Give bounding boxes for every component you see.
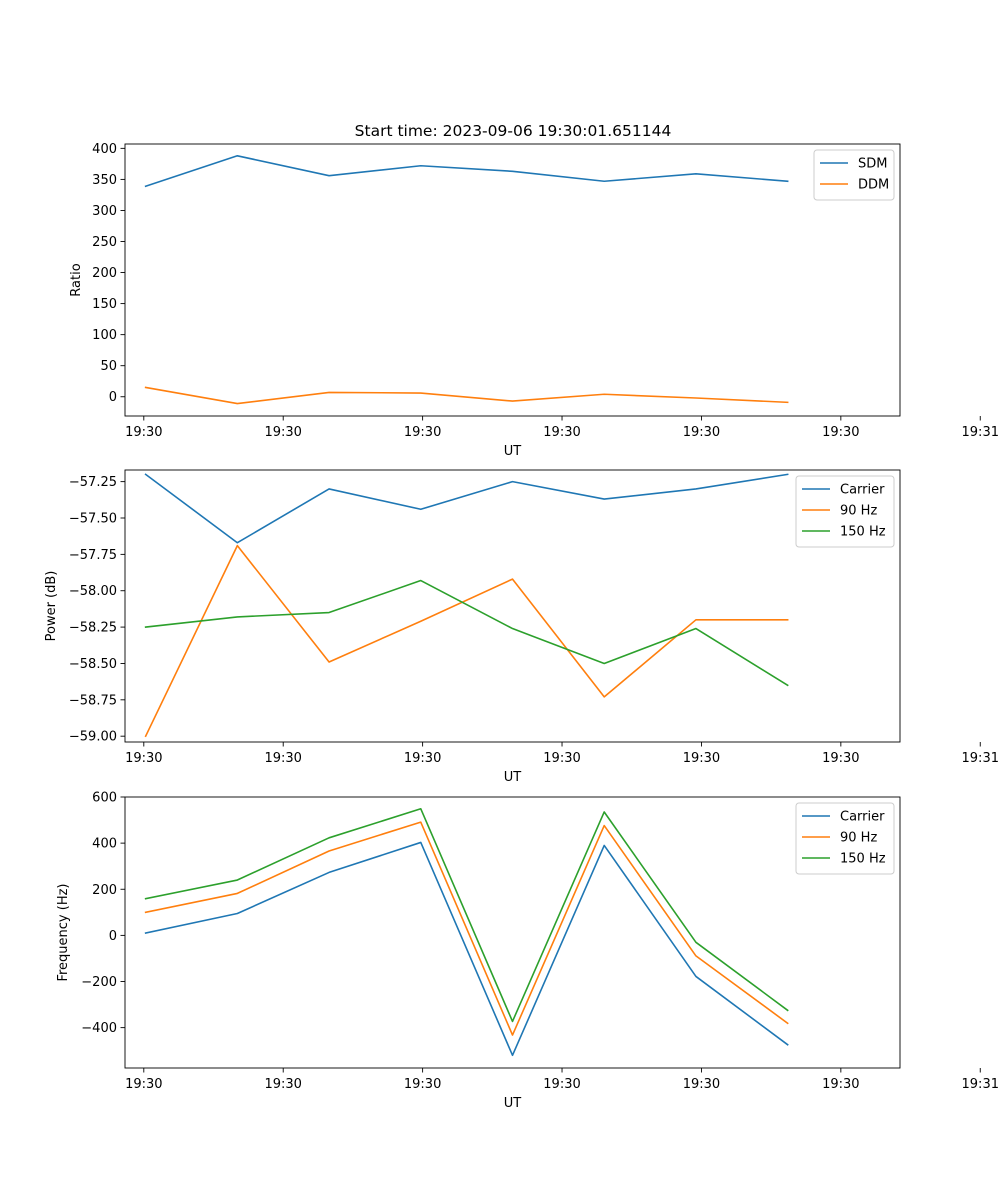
x-tick-label: 19:30	[404, 751, 441, 766]
axes-frame	[124, 796, 901, 1069]
y-tick-label: 50	[100, 359, 117, 374]
y-tick-label: 350	[92, 173, 117, 188]
x-axis-label: UT	[504, 770, 522, 785]
series-line-carrier	[144, 473, 789, 544]
y-tick-label: 250	[92, 235, 117, 250]
x-tick-label: 19:30	[264, 425, 301, 440]
legend-label: Carrier	[840, 483, 885, 498]
x-tick-label: 19:31	[962, 425, 999, 440]
x-tick-label: 19:30	[404, 1077, 441, 1092]
series-line-150-hz	[144, 579, 789, 687]
chart-power: 19:30 19:30 19:30 19:30 19:30 19:30 19:31 −59.0…	[44, 469, 999, 785]
legend: Carrier 90 Hz 150 Hz	[795, 802, 895, 875]
x-tick-label: 19:30	[125, 425, 162, 440]
series-line-ddm	[144, 386, 789, 405]
x-tick-label: 19:30	[125, 751, 162, 766]
series-line-carrier	[144, 841, 789, 1057]
x-tick-label: 19:30	[264, 1077, 301, 1092]
legend-label: 90 Hz	[840, 831, 877, 846]
legend: Carrier 90 Hz 150 Hz	[795, 475, 895, 548]
x-tick-label: 19:30	[543, 425, 580, 440]
x-tick-label: 19:30	[683, 751, 720, 766]
chart-ratio: 19:30 19:30 19:30 19:30 19:30 19:30 19:31 0 50 10…	[69, 142, 999, 459]
legend-label: 90 Hz	[840, 504, 877, 519]
legend-label: Carrier	[840, 810, 885, 825]
y-tick-label: 0	[109, 390, 117, 405]
chart-frequency: 19:30 19:30 19:30 19:30 19:30 19:30 19:31 −400 −…	[56, 791, 999, 1112]
x-tick-label: 19:30	[264, 751, 301, 766]
y-tick-label: −59.00	[69, 730, 117, 745]
y-tick-label: −57.50	[69, 512, 117, 527]
legend: SDM DDM	[813, 149, 895, 201]
y-tick-label: 200	[92, 266, 117, 281]
series-line-90-hz	[144, 544, 789, 738]
y-tick-label: −400	[81, 1021, 117, 1036]
x-tick-label: 19:30	[543, 1077, 580, 1092]
legend-box	[795, 475, 895, 548]
y-tick-label: −200	[81, 975, 117, 990]
x-tick-label: 19:30	[683, 425, 720, 440]
y-tick-label: 0	[109, 929, 117, 944]
x-axis-label: UT	[504, 1096, 522, 1111]
y-tick-label: −57.75	[69, 548, 117, 563]
x-tick-label: 19:30	[404, 425, 441, 440]
legend-box	[795, 802, 895, 875]
legend-label: SDM	[858, 157, 887, 172]
y-axis-label: Ratio	[69, 263, 84, 296]
x-tick-label: 19:30	[822, 751, 859, 766]
y-tick-label: −58.50	[69, 657, 117, 672]
y-tick-label: −58.75	[69, 693, 117, 708]
y-tick-label: 100	[92, 328, 117, 343]
x-tick-label: 19:30	[822, 1077, 859, 1092]
figure-title: Start time: 2023-09-06 19:30:01.651144	[355, 122, 672, 140]
x-tick-label: 19:30	[822, 425, 859, 440]
y-tick-label: −57.25	[69, 475, 117, 490]
y-tick-label: 150	[92, 297, 117, 312]
legend-label: DDM	[858, 178, 889, 193]
x-tick-label: 19:31	[962, 751, 999, 766]
axes-frame	[124, 143, 901, 417]
series-line-sdm	[144, 155, 789, 188]
y-tick-label: 400	[92, 837, 117, 852]
y-tick-label: −58.25	[69, 621, 117, 636]
x-tick-label: 19:30	[683, 1077, 720, 1092]
y-tick-label: 200	[92, 883, 117, 898]
y-tick-label: −58.00	[69, 584, 117, 599]
y-tick-label: 400	[92, 142, 117, 157]
y-axis-label: Power (dB)	[44, 571, 59, 642]
y-tick-label: 300	[92, 204, 117, 219]
axes-frame	[124, 469, 901, 743]
series-line-150-hz	[144, 807, 789, 1023]
legend-label: 150 Hz	[840, 525, 886, 540]
x-axis-label: UT	[504, 444, 522, 459]
x-tick-label: 19:30	[125, 1077, 162, 1092]
series-line-90-hz	[144, 821, 789, 1036]
x-tick-label: 19:30	[543, 751, 580, 766]
x-tick-label: 19:31	[962, 1077, 999, 1092]
y-tick-label: 600	[92, 791, 117, 806]
y-axis-label: Frequency (Hz)	[56, 883, 71, 981]
legend-label: 150 Hz	[840, 852, 886, 867]
